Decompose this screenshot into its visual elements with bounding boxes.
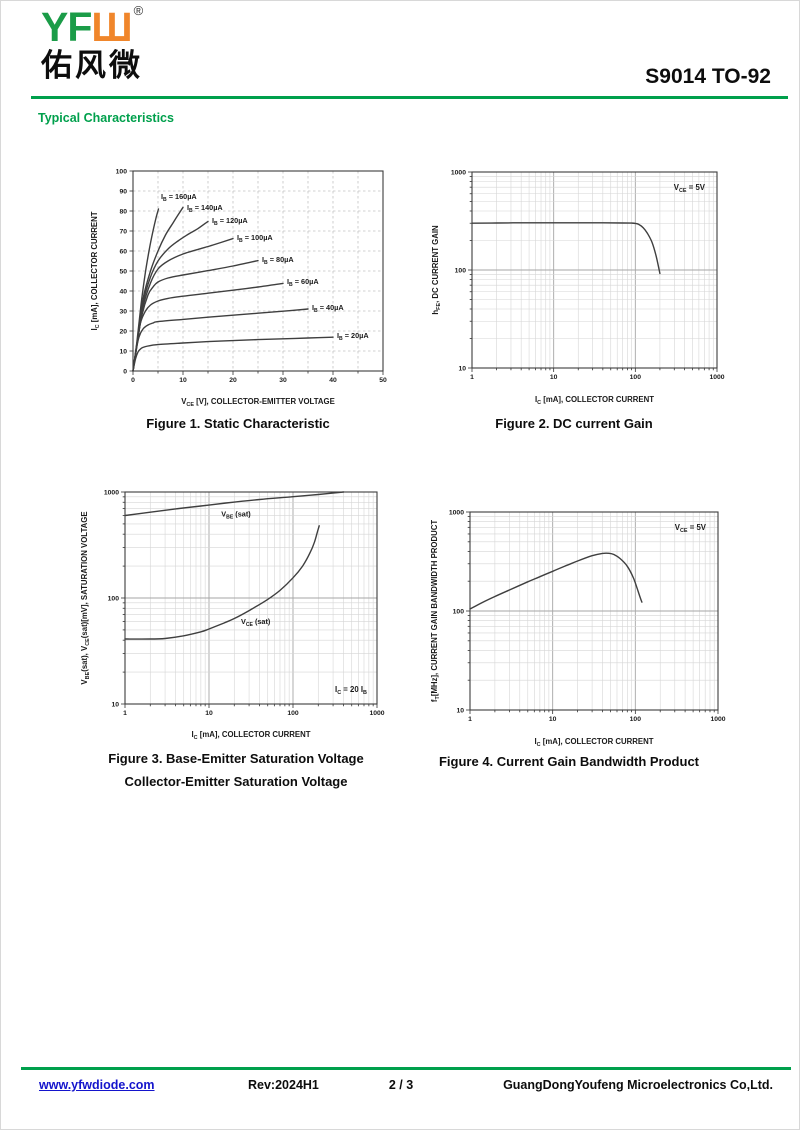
svg-text:1: 1 <box>470 374 474 381</box>
svg-text:10: 10 <box>550 374 558 381</box>
svg-text:50: 50 <box>119 268 127 275</box>
figure-3-chart: 1 10 100 1000 10 100 1000 IC [mA], COLLECTOR CU… <box>59 479 391 750</box>
website-link[interactable]: www.yfwdiode.com <box>39 1078 155 1092</box>
svg-text:IC [mA], COLLECTOR CURRENT: IC [mA], COLLECTOR CURRENT <box>534 737 653 748</box>
svg-text:IB = 120µA: IB = 120µA <box>212 216 248 227</box>
svg-text:1: 1 <box>468 716 472 723</box>
svg-text:10: 10 <box>111 701 119 708</box>
svg-text:fT[MHz], CURRENT GAIN BANDWIDT: fT[MHz], CURRENT GAIN BANDWIDTH PRODUCT <box>430 520 441 702</box>
revision-label: Rev:2024H1 <box>248 1078 319 1092</box>
svg-text:1000: 1000 <box>710 716 725 723</box>
svg-text:1: 1 <box>123 710 127 717</box>
product-title: S9014 TO-92 <box>645 65 771 88</box>
figure-2-caption: Figure 2. DC current Gain <box>495 416 653 431</box>
svg-text:100: 100 <box>108 595 120 602</box>
svg-text:IB = 160µA: IB = 160µA <box>161 192 197 203</box>
logo-yf-text: YF <box>41 4 92 50</box>
svg-text:100: 100 <box>630 716 642 723</box>
svg-text:VCE [V], COLLECTOR-EMITTER VOL: VCE [V], COLLECTOR-EMITTER VOLTAGE <box>181 397 335 408</box>
svg-text:80: 80 <box>119 208 127 215</box>
svg-text:100: 100 <box>453 608 465 615</box>
svg-text:IC [mA], COLLECTOR CURRENT: IC [mA], COLLECTOR CURRENT <box>191 730 310 741</box>
logo-chinese-text: 佑风微 <box>41 48 143 83</box>
svg-text:100: 100 <box>287 710 299 717</box>
svg-text:1000: 1000 <box>104 489 119 496</box>
svg-text:hFE, DC CURRENT GAIN: hFE, DC CURRENT GAIN <box>431 225 442 315</box>
svg-text:60: 60 <box>119 248 127 255</box>
yfw-logo: YFШ ® 佑风微 <box>41 3 144 83</box>
svg-text:0: 0 <box>131 377 135 384</box>
figure-3-caption-line1: Figure 3. Base-Emitter Saturation Voltag… <box>108 751 364 766</box>
svg-text:90: 90 <box>119 188 127 195</box>
svg-text:VCE = 5V: VCE = 5V <box>675 523 707 534</box>
svg-text:1000: 1000 <box>451 169 466 176</box>
svg-text:20: 20 <box>119 328 127 335</box>
svg-text:10: 10 <box>179 377 187 384</box>
svg-text:1000: 1000 <box>449 509 464 516</box>
figure-2-chart: 1 10 100 1000 10 100 1000 IC [mA], COLLECTOR CU… <box>426 159 726 414</box>
figure-4-chart: 1 10 100 1000 10 100 1000 IC [mA], COLLECTOR CU… <box>426 499 726 756</box>
svg-text:100: 100 <box>455 267 467 274</box>
svg-text:IB = 60µA: IB = 60µA <box>287 277 319 288</box>
svg-text:IB = 20µA: IB = 20µA <box>337 331 369 342</box>
svg-text:IB = 40µA: IB = 40µA <box>312 303 344 314</box>
footer-divider <box>21 1067 791 1070</box>
svg-text:10: 10 <box>549 716 557 723</box>
header-divider <box>31 96 788 99</box>
svg-text:70: 70 <box>119 228 127 235</box>
svg-text:100: 100 <box>630 374 642 381</box>
figure-3-caption-line2: Collector-Emitter Saturation Voltage <box>124 773 348 789</box>
svg-text:1000: 1000 <box>709 374 724 381</box>
svg-text:40: 40 <box>329 377 337 384</box>
figure-1-chart: 0 10 20 30 40 50 0 10 20 30 40 50 60 70 80 90 100 VCE [V]… <box>66 159 396 416</box>
logo-wordmark: YFШ ® <box>41 3 144 50</box>
svg-text:20: 20 <box>229 377 237 384</box>
figure-4-caption: Figure 4. Current Gain Bandwidth Product <box>438 754 699 769</box>
logo-w-glyph: Ш <box>91 4 132 50</box>
svg-text:IB = 100µA: IB = 100µA <box>237 233 273 244</box>
svg-text:50: 50 <box>379 377 387 384</box>
svg-text:IC = 20 IB: IC = 20 IB <box>335 685 367 696</box>
svg-text:IC [mA], COLLECTOR CURRENT: IC [mA], COLLECTOR CURRENT <box>90 211 101 330</box>
svg-text:100: 100 <box>116 168 128 175</box>
svg-text:IC [mA], COLLECTOR CURRENT: IC [mA], COLLECTOR CURRENT <box>535 395 654 406</box>
svg-text:VCE (sat): VCE (sat) <box>241 617 271 628</box>
svg-text:IB = 80µA: IB = 80µA <box>262 255 294 266</box>
svg-text:10: 10 <box>119 348 127 355</box>
svg-text:10: 10 <box>205 710 213 717</box>
registered-trademark-icon: ® <box>133 3 144 18</box>
svg-text:30: 30 <box>119 308 127 315</box>
svg-text:40: 40 <box>119 288 127 295</box>
svg-text:VBE (sat): VBE (sat) <box>221 509 251 520</box>
section-title: Typical Characteristics <box>38 111 174 125</box>
svg-text:10: 10 <box>456 707 464 714</box>
svg-text:VCE = 5V: VCE = 5V <box>674 183 706 194</box>
figure-1-caption: Figure 1. Static Characteristic <box>146 416 330 431</box>
svg-text:VBE(sat), VCE(sat)[mV], SATURA: VBE(sat), VCE(sat)[mV], SATURATION VOLTA… <box>80 511 91 684</box>
svg-text:30: 30 <box>279 377 287 384</box>
figure-3-caption: Figure 3. Base-Emitter Saturation Voltag… <box>59 748 413 794</box>
svg-text:10: 10 <box>458 365 466 372</box>
page-number: 2 / 3 <box>388 1078 414 1092</box>
svg-text:0: 0 <box>123 368 127 375</box>
svg-text:IB = 140µA: IB = 140µA <box>187 203 223 214</box>
company-name: GuangDongYoufeng Microelectronics Co,Ltd… <box>503 1078 773 1092</box>
svg-text:1000: 1000 <box>369 710 384 717</box>
